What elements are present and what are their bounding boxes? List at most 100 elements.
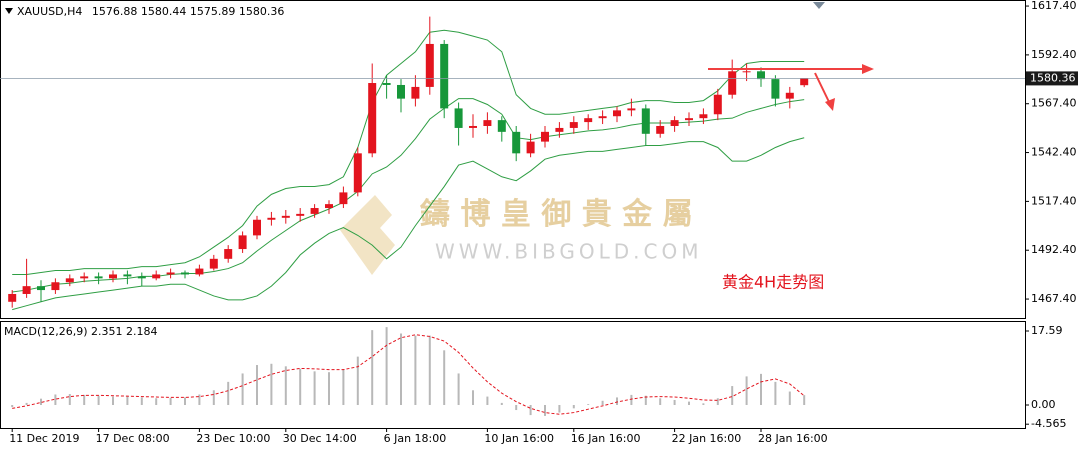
- candle-body: [22, 286, 31, 294]
- watermark-text: 鑄 博 皇 御 貴 金 屬: [419, 197, 693, 232]
- watermark-url: WWW.BIBGOLD.COM: [435, 240, 702, 264]
- header-close: 1580.36: [239, 5, 285, 18]
- y-tick-label: 17.59: [1031, 324, 1063, 337]
- price-label: 1580.36: [1030, 71, 1076, 84]
- candle-body: [166, 272, 175, 275]
- candle-body: [800, 78, 809, 86]
- y-tick-label: 1467.40: [1031, 292, 1077, 305]
- collapse-icon: [5, 8, 13, 14]
- candle-body: [37, 286, 45, 291]
- candle-body: [440, 43, 449, 109]
- candle-body: [569, 122, 578, 128]
- x-tick-label: 30 Dec 14:00: [283, 432, 357, 445]
- header-open: 1576.88: [92, 5, 138, 18]
- annotation: 黄金4H走势图: [722, 273, 824, 292]
- watermark-logo: [340, 195, 395, 275]
- candle-body: [785, 92, 794, 99]
- signal-value: 2.184: [126, 325, 158, 338]
- x-tick-label: 6 Jan 18:00: [384, 432, 447, 445]
- y-tick-label: 1517.40: [1031, 194, 1077, 207]
- candle-body: [224, 249, 233, 259]
- y-tick-label: 0.00: [1031, 398, 1056, 411]
- candle-body: [469, 125, 477, 128]
- candle-body: [670, 120, 679, 126]
- macd-title: MACD(12,26,9): [4, 325, 88, 338]
- macd-header: MACD(12,26,9) 2.351 2.184: [4, 325, 158, 338]
- x-tick-label: 11 Dec 2019: [9, 432, 79, 445]
- period-marker: [813, 2, 825, 9]
- arrow-head: [862, 64, 874, 74]
- candle-body: [411, 86, 420, 99]
- candle-body: [109, 274, 117, 279]
- price-label-bg: [1026, 71, 1078, 86]
- candle-body: [397, 84, 405, 99]
- candle-body: [368, 83, 377, 154]
- candle-body: [526, 141, 535, 154]
- candle-body: [613, 110, 621, 117]
- chart-header: XAUUSD,H4 1576.88 1580.44 1575.89 1580.3…: [17, 5, 284, 18]
- candle-body: [51, 282, 60, 291]
- candle-body: [195, 268, 204, 275]
- candle-body: [94, 276, 103, 279]
- candle-body: [253, 219, 261, 236]
- candle-body: [181, 272, 189, 275]
- candle-body: [771, 79, 780, 99]
- candle-body: [267, 217, 276, 220]
- header-low: 1575.89: [190, 5, 236, 18]
- watermark: 鑄 博 皇 御 貴 金 屬 WWW.BIBGOLD.COM: [340, 195, 702, 275]
- bollinger-band: [12, 29, 805, 275]
- candle-body: [685, 118, 693, 121]
- candle-body: [541, 131, 549, 142]
- candle-body: [296, 213, 305, 216]
- candle-body: [728, 71, 737, 95]
- candle-body: [238, 235, 247, 250]
- symbol: XAUUSD,H4: [17, 5, 82, 18]
- y-tick-label: -4.565: [1031, 417, 1066, 430]
- candle-body: [483, 120, 492, 126]
- candle-body: [209, 258, 218, 269]
- candle-body: [627, 108, 636, 111]
- candle-body: [742, 71, 751, 73]
- candle-body: [497, 120, 506, 132]
- x-tick-label: 22 Jan 16:00: [672, 432, 742, 445]
- candle-body: [555, 127, 564, 132]
- candle-body: [699, 114, 708, 119]
- header-high: 1580.44: [141, 5, 187, 18]
- x-tick-label: 23 Dec 10:00: [196, 432, 270, 445]
- candle-body: [382, 83, 391, 85]
- candle-body: [281, 215, 290, 218]
- signal-line: [12, 334, 805, 415]
- candle-body: [152, 274, 161, 279]
- arrow-head: [825, 98, 835, 111]
- trend-arrows: [708, 64, 874, 111]
- y-tick-label: 1617.40: [1031, 0, 1077, 12]
- macd-value: 2.351: [91, 325, 123, 338]
- candle-body: [325, 204, 333, 209]
- candle-body: [757, 71, 765, 80]
- candle-body: [137, 276, 146, 279]
- candle-body: [123, 274, 132, 277]
- candle-body: [713, 94, 722, 115]
- x-tick-label: 17 Dec 08:00: [96, 432, 170, 445]
- candle-body: [641, 108, 650, 134]
- candle-body: [310, 208, 319, 214]
- candle-body: [598, 116, 607, 119]
- candle-body: [584, 118, 593, 123]
- candle-body: [80, 276, 89, 279]
- y-tick-label: 1542.40: [1031, 146, 1077, 159]
- arrow-down: [814, 72, 831, 105]
- candle-body: [454, 108, 463, 128]
- candle-body: [353, 153, 362, 193]
- y-tick-label: 1492.40: [1031, 243, 1077, 256]
- macd-panel: [0, 321, 1026, 429]
- bollinger-band: [12, 137, 805, 311]
- x-tick-label: 28 Jan 16:00: [758, 432, 828, 445]
- candle-body: [339, 192, 348, 205]
- candle-body: [8, 293, 17, 302]
- x-tick-label: 10 Jan 16:00: [484, 432, 554, 445]
- candle-body: [425, 43, 434, 87]
- candle-body: [65, 278, 74, 283]
- candle-body: [512, 131, 521, 154]
- x-tick-label: 16 Jan 16:00: [571, 432, 641, 445]
